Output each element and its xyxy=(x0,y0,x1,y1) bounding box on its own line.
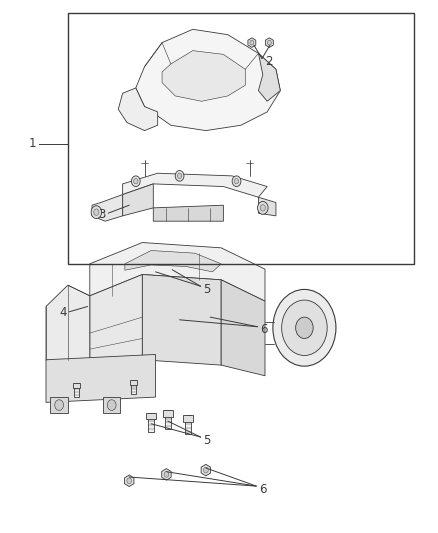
Polygon shape xyxy=(162,51,245,101)
Polygon shape xyxy=(148,413,154,432)
Circle shape xyxy=(260,205,265,211)
Polygon shape xyxy=(187,264,194,284)
Polygon shape xyxy=(73,383,80,387)
Polygon shape xyxy=(131,380,136,394)
Text: 6: 6 xyxy=(259,483,267,496)
Polygon shape xyxy=(123,173,267,197)
Circle shape xyxy=(296,317,313,338)
Circle shape xyxy=(134,179,138,184)
Polygon shape xyxy=(162,469,171,480)
Polygon shape xyxy=(248,38,256,47)
Text: 5: 5 xyxy=(203,434,210,447)
Polygon shape xyxy=(184,415,193,422)
Polygon shape xyxy=(169,259,175,278)
Polygon shape xyxy=(92,195,123,221)
Circle shape xyxy=(164,472,169,477)
Polygon shape xyxy=(165,410,171,429)
Circle shape xyxy=(232,176,241,187)
Polygon shape xyxy=(146,413,156,419)
Polygon shape xyxy=(90,243,265,301)
Polygon shape xyxy=(103,397,120,413)
Polygon shape xyxy=(125,251,221,272)
Polygon shape xyxy=(90,274,142,370)
Circle shape xyxy=(127,478,131,483)
Polygon shape xyxy=(130,380,137,385)
Polygon shape xyxy=(153,205,223,221)
Polygon shape xyxy=(185,415,191,434)
Text: 2: 2 xyxy=(265,55,273,68)
Text: 6: 6 xyxy=(260,324,268,336)
Polygon shape xyxy=(46,285,90,381)
Circle shape xyxy=(250,40,254,45)
Circle shape xyxy=(234,179,239,184)
Bar xyxy=(68,13,414,264)
Polygon shape xyxy=(205,314,215,326)
Polygon shape xyxy=(50,397,68,413)
Circle shape xyxy=(94,209,99,215)
Polygon shape xyxy=(118,88,158,131)
Polygon shape xyxy=(151,262,160,269)
Polygon shape xyxy=(186,264,195,271)
Circle shape xyxy=(282,300,327,356)
Text: 4: 4 xyxy=(59,306,67,319)
Circle shape xyxy=(107,400,116,410)
Circle shape xyxy=(91,206,102,219)
Polygon shape xyxy=(258,53,280,101)
Polygon shape xyxy=(201,464,211,476)
Polygon shape xyxy=(46,354,155,402)
Text: 5: 5 xyxy=(203,284,210,296)
Polygon shape xyxy=(258,197,276,216)
Circle shape xyxy=(177,321,182,327)
Polygon shape xyxy=(163,410,173,417)
Polygon shape xyxy=(175,318,184,330)
Circle shape xyxy=(177,173,182,179)
Polygon shape xyxy=(221,280,265,376)
Circle shape xyxy=(258,201,268,214)
Circle shape xyxy=(204,467,208,473)
Circle shape xyxy=(267,40,271,45)
Polygon shape xyxy=(265,38,273,47)
Circle shape xyxy=(55,400,64,410)
Circle shape xyxy=(208,317,212,322)
Circle shape xyxy=(131,176,140,187)
Polygon shape xyxy=(123,184,153,216)
Polygon shape xyxy=(136,29,280,131)
Polygon shape xyxy=(142,274,221,365)
Polygon shape xyxy=(74,383,79,397)
Polygon shape xyxy=(124,475,134,487)
Circle shape xyxy=(273,289,336,366)
Circle shape xyxy=(175,171,184,181)
Text: 3: 3 xyxy=(98,208,105,221)
Polygon shape xyxy=(167,259,177,266)
Text: 1: 1 xyxy=(29,138,37,150)
Polygon shape xyxy=(152,262,159,281)
